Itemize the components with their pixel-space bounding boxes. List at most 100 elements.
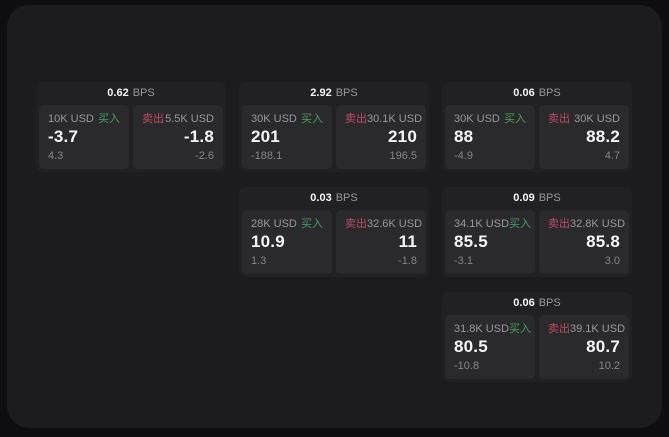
sell-amount: 32.6K USD (367, 218, 423, 230)
sell-label: 卖出 (548, 323, 570, 335)
buy-pane[interactable]: 10K USD 买入 -3.7 4.3 (39, 105, 129, 169)
sell-price: 88.2 (586, 127, 620, 147)
bps-header: 0.06 BPS (442, 82, 632, 105)
sell-price: 80.7 (586, 337, 620, 357)
buy-sub-value: -10.8 (454, 359, 480, 372)
sell-label: 卖出 (548, 113, 570, 125)
sell-sub-value: 196.5 (389, 149, 417, 162)
sell-amount: 30.1K USD (367, 113, 423, 125)
buy-sub-value: -188.1 (251, 149, 283, 162)
sell-pane[interactable]: 卖出 32.6K USD 11 -1.8 (336, 210, 426, 274)
sell-label: 卖出 (345, 113, 367, 125)
sell-price: 85.8 (586, 232, 620, 252)
bps-value: 2.92 (310, 87, 332, 99)
buy-label: 买入 (301, 218, 323, 230)
sell-sub-value: -1.8 (398, 254, 417, 267)
sell-pane[interactable]: 卖出 39.1K USD 80.7 10.2 (539, 315, 629, 379)
buy-sub-value: 4.3 (48, 149, 64, 162)
sell-pane[interactable]: 卖出 5.5K USD -1.8 -2.6 (133, 105, 223, 169)
bps-unit-label: BPS (538, 192, 561, 204)
sell-label: 卖出 (142, 113, 164, 125)
bps-header: 0.03 BPS (239, 187, 429, 210)
buy-label: 买入 (301, 113, 323, 125)
sell-price: -1.8 (183, 127, 214, 147)
buy-price: 80.5 (454, 337, 488, 357)
sell-price: 210 (388, 127, 417, 147)
buy-pane-top: 34.1K USD 买入 (454, 218, 531, 230)
buy-amount: 31.8K USD (454, 323, 510, 335)
bps-header: 0.62 BPS (36, 82, 226, 105)
buy-amount: 34.1K USD (454, 218, 510, 230)
sell-amount: 5.5K USD (165, 113, 214, 125)
buy-pane-top: 30K USD 买入 (454, 113, 526, 125)
bps-value: 0.06 (513, 87, 535, 99)
buy-label: 买入 (509, 323, 532, 335)
buy-sub-value: 1.3 (251, 254, 267, 267)
sell-amount: 32.8K USD (570, 218, 626, 230)
quote-card: 0.09 BPS 34.1K USD 买入 85.5 -3.1 卖出 32.8K… (442, 187, 632, 277)
buy-pane[interactable]: 30K USD 买入 88 -4.9 (445, 105, 535, 169)
buy-pane[interactable]: 34.1K USD 买入 85.5 -3.1 (445, 210, 535, 274)
buy-label: 买入 (98, 113, 120, 125)
sell-price: 11 (398, 232, 417, 252)
sell-label: 卖出 (345, 218, 367, 230)
buy-pane[interactable]: 30K USD 买入 201 -188.1 (242, 105, 332, 169)
sell-pane[interactable]: 卖出 30.1K USD 210 196.5 (336, 105, 426, 169)
sell-sub-value: 3.0 (604, 254, 620, 267)
buy-price: 85.5 (454, 232, 488, 252)
bps-value: 0.62 (107, 87, 129, 99)
quote-card: 0.03 BPS 28K USD 买入 10.9 1.3 卖出 32.6K US… (239, 187, 429, 277)
sell-pane-top: 卖出 30K USD (548, 113, 620, 125)
buy-label: 买入 (509, 218, 532, 230)
quote-card: 0.62 BPS 10K USD 买入 -3.7 4.3 卖出 5.5K USD (36, 82, 226, 172)
buy-price: 201 (251, 127, 280, 147)
sell-sub-value: 10.2 (598, 359, 620, 372)
sell-sub-value: -2.6 (195, 149, 214, 162)
sell-label: 卖出 (548, 218, 570, 230)
buy-sub-value: -3.1 (454, 254, 473, 267)
quote-card-body: 10K USD 买入 -3.7 4.3 卖出 5.5K USD -1.8 -2.… (36, 105, 226, 172)
bps-value: 0.09 (513, 192, 535, 204)
sell-pane[interactable]: 卖出 32.8K USD 85.8 3.0 (539, 210, 629, 274)
buy-price: 10.9 (251, 232, 285, 252)
sell-pane-top: 卖出 32.8K USD (548, 218, 625, 230)
buy-amount: 30K USD (454, 113, 500, 125)
buy-price: 88 (454, 127, 474, 147)
bps-header: 0.09 BPS (442, 187, 632, 210)
sell-sub-value: 4.7 (604, 149, 620, 162)
bps-unit-label: BPS (335, 192, 358, 204)
sell-pane-top: 卖出 30.1K USD (345, 113, 422, 125)
bps-unit-label: BPS (132, 87, 155, 99)
buy-pane-top: 30K USD 买入 (251, 113, 323, 125)
buy-amount: 28K USD (251, 218, 297, 230)
buy-label: 买入 (504, 113, 526, 125)
bps-unit-label: BPS (538, 297, 561, 309)
bps-value: 0.06 (513, 297, 535, 309)
sell-pane[interactable]: 卖出 30K USD 88.2 4.7 (539, 105, 629, 169)
buy-pane-top: 28K USD 买入 (251, 218, 323, 230)
sell-amount: 39.1K USD (570, 323, 626, 335)
buy-pane[interactable]: 28K USD 买入 10.9 1.3 (242, 210, 332, 274)
bps-header: 2.92 BPS (239, 82, 429, 105)
quote-card-body: 30K USD 买入 201 -188.1 卖出 30.1K USD 210 1… (239, 105, 429, 172)
quote-card-body: 31.8K USD 买入 80.5 -10.8 卖出 39.1K USD 80.… (442, 315, 632, 382)
quote-card: 0.06 BPS 30K USD 买入 88 -4.9 卖出 30K USD (442, 82, 632, 172)
bps-value: 0.03 (310, 192, 332, 204)
buy-amount: 30K USD (251, 113, 297, 125)
buy-pane-top: 10K USD 买入 (48, 113, 120, 125)
bps-unit-label: BPS (538, 87, 561, 99)
buy-sub-value: -4.9 (454, 149, 473, 162)
sell-pane-top: 卖出 32.6K USD (345, 218, 422, 230)
sell-pane-top: 卖出 5.5K USD (142, 113, 214, 125)
buy-price: -3.7 (48, 127, 79, 147)
buy-amount: 10K USD (48, 113, 94, 125)
quote-card: 2.92 BPS 30K USD 买入 201 -188.1 卖出 30.1K … (239, 82, 429, 172)
quote-card: 0.06 BPS 31.8K USD 买入 80.5 -10.8 卖出 39.1… (442, 292, 632, 382)
bps-unit-label: BPS (335, 87, 358, 99)
quote-grid: 0.62 BPS 10K USD 买入 -3.7 4.3 卖出 5.5K USD (36, 82, 632, 382)
bps-header: 0.06 BPS (442, 292, 632, 315)
buy-pane[interactable]: 31.8K USD 买入 80.5 -10.8 (445, 315, 535, 379)
sell-amount: 30K USD (574, 113, 620, 125)
quote-board-window: 0.62 BPS 10K USD 买入 -3.7 4.3 卖出 5.5K USD (7, 5, 662, 428)
buy-pane-top: 31.8K USD 买入 (454, 323, 531, 335)
